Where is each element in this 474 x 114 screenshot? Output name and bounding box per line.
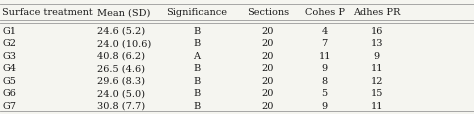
Text: 30.8 (7.7): 30.8 (7.7) [97, 101, 146, 110]
Text: G5: G5 [2, 76, 16, 85]
Text: Surface treatment: Surface treatment [2, 8, 93, 17]
Text: B: B [193, 76, 201, 85]
Text: 20: 20 [262, 101, 274, 110]
Text: 11: 11 [371, 101, 383, 110]
Text: 20: 20 [262, 89, 274, 97]
Text: 9: 9 [374, 51, 380, 60]
Text: G3: G3 [2, 51, 17, 60]
Text: G1: G1 [2, 26, 17, 35]
Text: G2: G2 [2, 39, 17, 48]
Text: 5: 5 [322, 89, 328, 97]
Text: Significance: Significance [166, 8, 227, 17]
Text: 12: 12 [371, 76, 383, 85]
Text: Adhes PR: Adhes PR [353, 8, 401, 17]
Text: 11: 11 [319, 51, 331, 60]
Text: 7: 7 [321, 39, 328, 48]
Text: G7: G7 [2, 101, 17, 110]
Text: 11: 11 [371, 64, 383, 73]
Text: 4: 4 [321, 26, 328, 35]
Text: 40.8 (6.2): 40.8 (6.2) [97, 51, 145, 60]
Text: Mean (SD): Mean (SD) [97, 8, 151, 17]
Text: Cohes P: Cohes P [305, 8, 345, 17]
Text: B: B [193, 89, 201, 97]
Text: B: B [193, 39, 201, 48]
Text: 9: 9 [322, 101, 328, 110]
Text: 8: 8 [322, 76, 328, 85]
Text: 20: 20 [262, 39, 274, 48]
Text: 26.5 (4.6): 26.5 (4.6) [97, 64, 145, 73]
Text: B: B [193, 64, 201, 73]
Text: A: A [193, 51, 200, 60]
Text: 20: 20 [262, 51, 274, 60]
Text: 20: 20 [262, 26, 274, 35]
Text: Sections: Sections [247, 8, 289, 17]
Text: 24.0 (5.0): 24.0 (5.0) [97, 89, 145, 97]
Text: B: B [193, 26, 201, 35]
Text: 9: 9 [322, 64, 328, 73]
Text: 20: 20 [262, 76, 274, 85]
Text: G4: G4 [2, 64, 17, 73]
Text: 16: 16 [371, 26, 383, 35]
Text: 20: 20 [262, 64, 274, 73]
Text: B: B [193, 101, 201, 110]
Text: 15: 15 [371, 89, 383, 97]
Text: 24.0 (10.6): 24.0 (10.6) [97, 39, 151, 48]
Text: 29.6 (8.3): 29.6 (8.3) [97, 76, 145, 85]
Text: 24.6 (5.2): 24.6 (5.2) [97, 26, 146, 35]
Text: 13: 13 [371, 39, 383, 48]
Text: G6: G6 [2, 89, 16, 97]
